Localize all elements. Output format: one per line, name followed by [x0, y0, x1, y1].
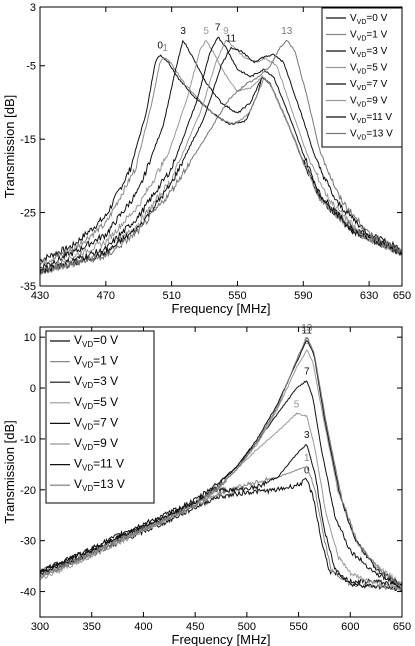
y-tick-label-1: 0	[30, 383, 36, 395]
legend-entry-6: VVD=11 V	[74, 457, 124, 473]
x-tick-label-4: 590	[294, 290, 312, 302]
legend-entry-5: VVD=9 V	[74, 436, 118, 452]
y-tick-label-2: -15	[20, 134, 36, 146]
legend-entry-4: VVD=7 V	[74, 415, 118, 431]
y-axis-title: Transmission [dB]	[2, 420, 17, 524]
legend-box	[321, 7, 403, 148]
legend-entry-1: VVD=1 V	[74, 354, 118, 370]
y-tick-label-0: 3	[30, 2, 36, 14]
peak-label-3: 5	[203, 26, 209, 37]
peak-label-3: 5	[294, 400, 300, 411]
x-axis-title: Frequency [MHz]	[172, 301, 271, 316]
x-axis-title: Frequency [MHz]	[172, 632, 271, 646]
legend-entry-2: VVD=3 V	[74, 374, 118, 390]
x-tick-label-4: 500	[238, 621, 256, 633]
series-line-3	[39, 412, 403, 591]
legend-entry-2: VVD=3 V	[350, 46, 388, 59]
y-tick-label-3: -25	[20, 208, 36, 220]
peak-label-2: 3	[180, 26, 186, 37]
x-tick-label-3: 550	[228, 290, 246, 302]
peak-label-7: 13	[281, 26, 293, 37]
y-tick-label-3: -20	[20, 485, 36, 497]
series-line-7	[39, 39, 403, 276]
peak-label-6: 11	[302, 326, 313, 337]
x-tick-label-1: 350	[83, 621, 101, 633]
legend-entry-4: VVD=7 V	[350, 79, 388, 92]
legend-entry-3: VVD=5 V	[74, 395, 118, 411]
x-tick-label-0: 430	[31, 290, 49, 302]
peak-label-7: 13	[301, 323, 313, 334]
series-line-7	[39, 337, 403, 589]
y-tick-label-4: -35	[20, 281, 36, 293]
peak-label-5: 9	[223, 26, 229, 37]
x-tick-label-7: 650	[393, 621, 411, 633]
legend-entry-5: VVD=9 V	[350, 96, 388, 109]
legend-entry-6: VVD=11 V	[350, 112, 392, 125]
series-line-6	[39, 46, 403, 275]
peak-label-6: 11	[226, 33, 237, 44]
legend-entry-1: VVD=1 V	[350, 30, 388, 43]
peak-label-4: 7	[304, 366, 310, 377]
legend-entry-7: VVD=13 V	[350, 129, 393, 142]
x-tick-label-6: 650	[393, 290, 411, 302]
peak-label-1: 1	[162, 43, 168, 54]
y-tick-label-1: -5	[26, 61, 36, 73]
legend-entry-0: VVD=0 V	[350, 13, 388, 26]
y-tick-label-5: -40	[20, 587, 36, 599]
legend-entry-3: VVD=5 V	[350, 63, 388, 76]
x-tick-label-6: 600	[341, 621, 359, 633]
peak-label-2: 3	[304, 430, 310, 441]
y-axis-title: Transmission [dB]	[2, 95, 17, 199]
legend-entry-0: VVD=0 V	[74, 333, 118, 349]
x-tick-label-3: 450	[186, 621, 204, 633]
peak-label-0: 0	[304, 466, 310, 477]
y-tick-label-4: -30	[20, 536, 36, 548]
x-tick-label-2: 510	[162, 290, 180, 302]
series-line-4	[39, 36, 403, 274]
x-tick-label-5: 630	[360, 290, 378, 302]
x-tick-label-0: 300	[31, 621, 49, 633]
legend-entry-7: VVD=13 V	[74, 477, 125, 493]
y-tick-label-2: -10	[20, 434, 36, 446]
peak-label-0: 0	[157, 41, 163, 52]
peak-label-4: 7	[215, 22, 221, 33]
y-tick-label-0: 10	[24, 332, 36, 344]
x-tick-label-5: 550	[289, 621, 307, 633]
peak-label-1: 1	[304, 453, 310, 464]
x-tick-label-2: 400	[134, 621, 152, 633]
legend-box	[45, 330, 155, 504]
plot-frame	[39, 326, 403, 618]
x-tick-label-1: 470	[97, 290, 115, 302]
